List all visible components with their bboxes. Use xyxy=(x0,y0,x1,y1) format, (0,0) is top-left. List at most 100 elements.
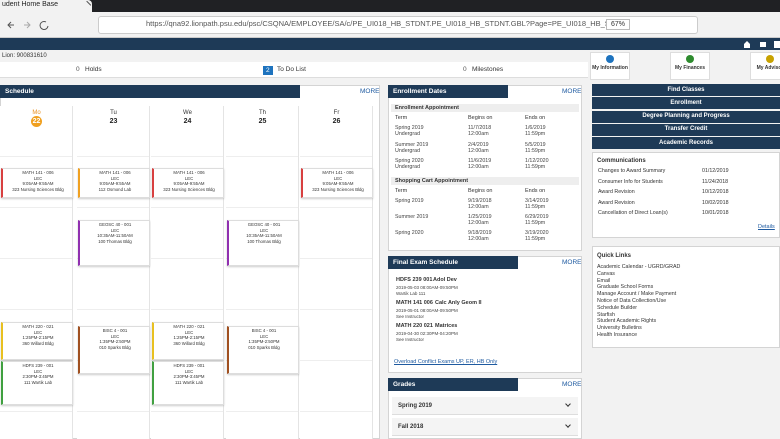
table-cell: 3/19/2020 xyxy=(525,229,549,236)
event-line: BISC 4 - 001 xyxy=(102,328,128,333)
tab-label[interactable]: Holds xyxy=(85,66,102,73)
exam-location: See Instructor xyxy=(396,314,425,319)
quick-link[interactable]: Schedule Builder xyxy=(597,304,638,311)
class-event[interactable]: MATH 141 - 006 LEC 9:05AM-9:55AM 323 Nursin… xyxy=(152,168,224,198)
column-header: Term xyxy=(395,115,408,121)
class-event[interactable]: BISC 4 - 001 LEC 1:35PM-2:50PM 010 Sparks B… xyxy=(227,326,299,374)
icon-label[interactable]: My Information xyxy=(592,65,628,71)
quick-link[interactable]: Academic Calendar - UGRD/GRAD xyxy=(597,264,681,270)
event-line: 10:35AM-11:50AM xyxy=(246,233,282,238)
zoom-level[interactable]: 67% xyxy=(606,19,631,30)
icon xyxy=(766,55,774,63)
exam-link[interactable]: Overload Conflict Exams UP, ER, HB Only xyxy=(394,359,498,365)
grades-more[interactable]: MORE xyxy=(562,381,582,388)
action-button[interactable]: Enrollment xyxy=(592,97,780,110)
event-line: MATH 141 - 006 xyxy=(99,170,131,175)
day-date: 26 xyxy=(332,118,341,125)
event-line: 9:05AM-9:55AM xyxy=(322,181,354,186)
browser-tab[interactable] xyxy=(0,0,92,12)
event-line: LEC xyxy=(33,329,43,335)
enrollment-more[interactable]: MORE xyxy=(562,88,582,95)
quick-link[interactable]: Student Academic Rights xyxy=(597,318,657,325)
class-event[interactable]: MATH 141 - 006 LEC 9:05AM-9:55AM 323 Nursin… xyxy=(1,168,73,198)
event-line: 100 Thomas Bldg xyxy=(247,238,281,244)
event-line: LEC xyxy=(33,368,43,374)
table-cell: 1/12/2020 xyxy=(525,158,549,164)
quick-link[interactable]: Email xyxy=(597,277,611,284)
class-event[interactable]: GEOSC 40 - 001 LEC 10:35AM-11:50AM 100 Thom… xyxy=(227,220,299,266)
comm-panel xyxy=(592,152,780,238)
day-column xyxy=(226,106,299,439)
comm-item[interactable]: Consumer Info for Students xyxy=(598,178,663,185)
comm-item[interactable]: Cancellation of Direct Loan(s) xyxy=(598,210,668,216)
icon-label[interactable]: My Finances xyxy=(674,65,705,71)
comm-item[interactable]: Changes to Award Summary xyxy=(598,168,666,174)
comm-date: 10/12/2018 xyxy=(702,189,729,195)
class-event[interactable]: MATH 220 - 021 LEC 1:25PM-2:15PM 360 Willar… xyxy=(1,322,73,360)
quick-link[interactable]: Starfish xyxy=(597,311,615,318)
quick-link[interactable]: Canvas xyxy=(597,270,615,277)
action-button[interactable]: Degree Planning and Progress xyxy=(592,110,780,123)
grade-term-row[interactable] xyxy=(392,397,578,415)
icon-label[interactable]: My Advisor xyxy=(756,65,780,71)
action-button[interactable]: Academic Records xyxy=(592,137,780,150)
event-line: 100 Thomas Bldg xyxy=(98,238,132,244)
day-name: Th xyxy=(258,110,266,116)
day-name: Mo xyxy=(32,110,41,116)
table-cell: Undergrad xyxy=(395,131,421,137)
event-line: GEOSC 40 - 001 xyxy=(98,222,132,227)
day-date: 24 xyxy=(183,118,192,125)
tab-count[interactable]: 0 xyxy=(463,66,467,73)
action-button[interactable]: Find Classes xyxy=(592,84,780,96)
header-band xyxy=(0,62,588,78)
table-cell: 6/29/2019 xyxy=(525,213,549,220)
event-line: 323 Nursing Sciences Bldg xyxy=(163,186,215,192)
quick-link[interactable]: Notice of Data Collection/Use xyxy=(597,298,667,304)
tab-label[interactable]: To Do List xyxy=(277,66,306,73)
class-event[interactable]: MATH 220 - 021 LEC 1:25PM-2:15PM 360 Willar… xyxy=(152,322,224,360)
quick-link[interactable]: University Bulletins xyxy=(597,325,642,332)
comm-item[interactable]: Award Revision xyxy=(598,189,635,195)
event-line: 360 Willard Bldg xyxy=(173,340,205,346)
event-line: 1:25PM-2:15PM xyxy=(173,335,205,340)
event-line: GEOSC 40 - 001 xyxy=(247,222,281,227)
comm-details[interactable]: Details xyxy=(758,224,775,230)
quick-link[interactable]: Graduate School Forms xyxy=(597,284,654,291)
quick-link[interactable]: Health Insurance xyxy=(597,332,638,338)
exam-more[interactable]: MORE xyxy=(562,259,582,266)
url-box[interactable] xyxy=(98,16,698,34)
table-cell: Spring 2019 xyxy=(395,125,424,131)
event-line: 9:05AM-9:55AM xyxy=(99,181,131,186)
exam-course: MATH 141 006 xyxy=(396,300,433,306)
event-line: LEC xyxy=(184,175,194,181)
url-text[interactable]: https://qna92.lionpath.psu.edu/psc/CSQNA… xyxy=(146,19,606,28)
table-cell: 1/6/2019 xyxy=(525,125,546,131)
class-event[interactable]: HDFS 239 - 001 LEC 2:30PM-3:45PM 111 Wartik… xyxy=(1,361,73,405)
comm-item[interactable]: Award Revision xyxy=(598,199,635,206)
table-cell: Undergrad xyxy=(395,147,421,154)
grades-header: Grades xyxy=(388,378,518,391)
tab-count[interactable]: 0 xyxy=(76,66,80,73)
tab-label[interactable]: Milestones xyxy=(472,66,504,73)
class-event[interactable]: HDFS 239 - 001 LEC 2:30PM-3:45PM 111 Wartik… xyxy=(152,361,224,405)
class-event[interactable]: MATH 141 - 006 LEC 9:05AM-9:55AM 112 Osmond… xyxy=(78,168,150,198)
icon-tile[interactable] xyxy=(750,52,780,80)
class-event[interactable]: MATH 141 - 006 LEC 9:05AM-9:55AM 323 Nursin… xyxy=(301,168,373,198)
links-panel xyxy=(592,246,780,348)
day-date: 23 xyxy=(109,118,118,125)
event-line: LEC xyxy=(110,175,120,181)
tab-count[interactable]: 2 xyxy=(263,66,273,75)
event-line: 323 Nursing Sciences Bldg xyxy=(312,186,364,192)
event-line: 1:25PM-2:15PM xyxy=(22,335,54,340)
exam-header: Final Exam Schedule xyxy=(388,256,518,269)
event-line: LEC xyxy=(184,329,194,335)
class-event[interactable]: BISC 4 - 001 LEC 1:35PM-2:50PM 010 Sparks B… xyxy=(78,326,150,374)
table-cell: Spring 2020 xyxy=(395,158,424,164)
action-button[interactable]: Transfer Credit xyxy=(592,123,780,136)
schedule-more[interactable]: MORE xyxy=(360,88,380,95)
exam-course: MATH 220 021 xyxy=(396,323,433,329)
grade-term-row[interactable] xyxy=(392,418,578,436)
class-event[interactable]: GEOSC 40 - 001 LEC 10:35AM-11:50AM 100 Thom… xyxy=(78,220,150,266)
tab-title[interactable]: udent Home Base xyxy=(2,1,59,8)
quick-link[interactable]: Manage Account / Make Payment xyxy=(597,291,677,298)
